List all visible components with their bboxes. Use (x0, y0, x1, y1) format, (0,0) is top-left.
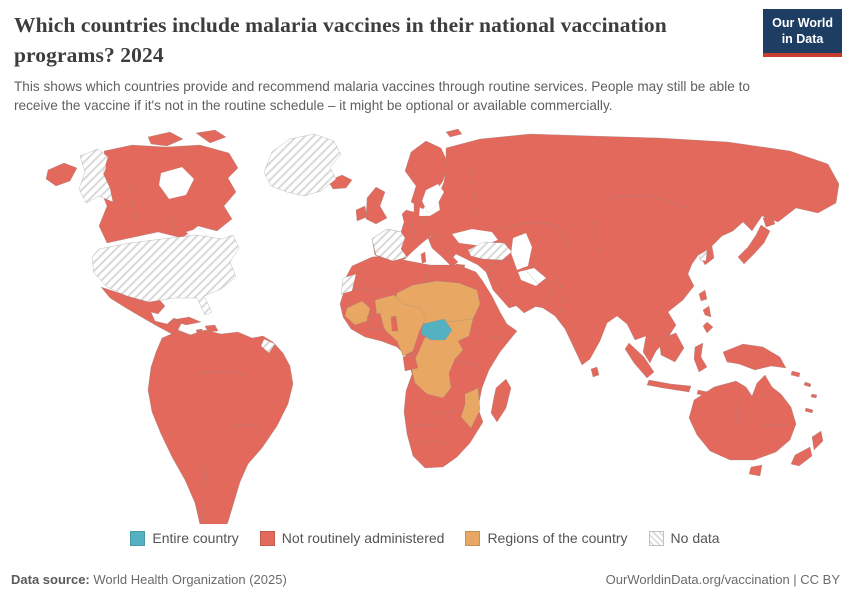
legend-item-not-routinely-administered[interactable]: Not routinely administered (259, 530, 445, 546)
world-map[interactable] (0, 126, 850, 524)
owid-logo-line1: Our World (772, 16, 833, 30)
legend-item-no-data[interactable]: No data (648, 530, 720, 546)
legend-label: Entire country (152, 530, 239, 546)
legend-swatch-not-routinely-administered (259, 530, 275, 546)
legend-swatch-entire-country (130, 530, 146, 546)
data-source-value: World Health Organization (2025) (93, 572, 287, 587)
legend-label: Not routinely administered (281, 530, 445, 546)
data-source-label: Data source: (11, 572, 94, 587)
legend-item-regions-of-country[interactable]: Regions of the country (465, 530, 628, 546)
owid-logo-line2: in Data (781, 32, 824, 47)
legend-swatch-no-data (648, 530, 664, 546)
data-source: Data source: World Health Organization (… (11, 572, 287, 587)
legend-swatch-regions-of-country (465, 530, 481, 546)
chart-footer: Data source: World Health Organization (… (11, 572, 840, 587)
chart-title: Which countries include malaria vaccines… (14, 13, 667, 68)
country-central-african-republic[interactable] (420, 318, 453, 341)
map-layer-no-data[interactable] (78, 133, 708, 354)
legend-item-entire-country[interactable]: Entire country (130, 530, 239, 546)
map-red-enclaves[interactable] (366, 312, 419, 372)
map-layer-regions-of-country[interactable] (344, 280, 481, 429)
map-country-borders (129, 165, 791, 524)
map-layer-entire-country[interactable] (420, 318, 453, 341)
attribution-link[interactable]: OurWorldinData.org/vaccination | CC BY (605, 572, 840, 587)
chart-header: Which countries include malaria vaccines… (14, 10, 774, 116)
chart-subtitle: This shows which countries provide and r… (14, 79, 750, 114)
map-legend: Entire country Not routinely administere… (0, 530, 850, 546)
owid-logo[interactable]: Our World in Data (763, 9, 842, 57)
legend-label: Regions of the country (487, 530, 628, 546)
map-sea-cutouts (158, 166, 547, 287)
legend-label: No data (670, 530, 720, 546)
